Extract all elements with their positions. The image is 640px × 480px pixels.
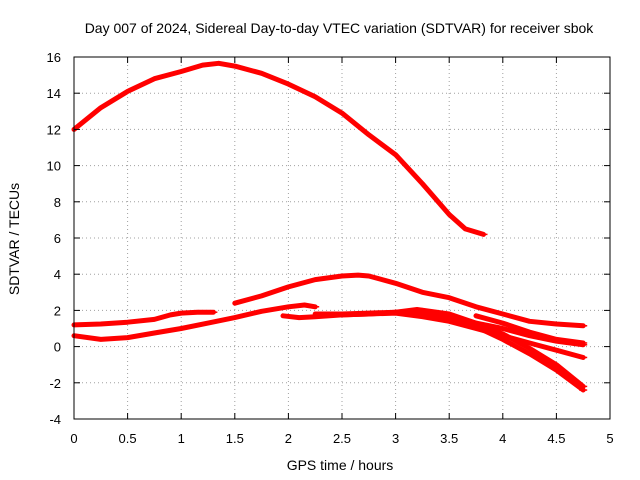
y-tick-label: 8 [54,195,61,210]
x-tick-label: 2.5 [333,431,351,446]
x-tick-label: 3 [392,431,399,446]
series-line-sat-high [71,60,486,237]
x-tick-label: 0 [70,431,77,446]
x-tick-label: 5 [606,431,613,446]
y-tick-label: 2 [54,303,61,318]
series-line-sat-d [280,310,586,360]
y-tick-label: 12 [47,122,61,137]
x-tick-label: 1 [178,431,185,446]
y-tick-label: 10 [47,159,61,174]
grid-layer [74,57,610,419]
y-axis-label: SDTVAR / TECUs [6,183,22,295]
y-tick-label: -4 [49,412,61,427]
chart-title: Day 007 of 2024, Sidereal Day-to-day VTE… [85,20,595,36]
y-tick-label: 6 [54,231,61,246]
x-tick-label: 4 [499,431,506,446]
y-tick-label: 0 [54,340,61,355]
x-tick-label: 3.5 [440,431,458,446]
y-tick-label: 16 [47,50,61,65]
series-line-sat-a [71,309,216,328]
tick-layer: 0 0.5 1 1.5 2 2.5 3 3.5 4 4.5 5 -4 -2 0 2 4 6 8 10 12 14 16 [47,50,614,446]
x-tick-label: 2 [285,431,292,446]
x-tick-label: 4.5 [547,431,565,446]
y-tick-label: 14 [47,86,61,101]
series-line-sat-c [71,302,318,342]
x-tick-label: 0.5 [119,431,137,446]
series-layer [71,60,588,393]
series-line-sat-h [473,313,586,346]
y-tick-label: 4 [54,267,61,282]
series-line-sat-b [232,272,586,329]
x-axis-label: GPS time / hours [287,457,394,473]
x-tick-label: 1.5 [226,431,244,446]
y-tick-label: -2 [49,376,61,391]
